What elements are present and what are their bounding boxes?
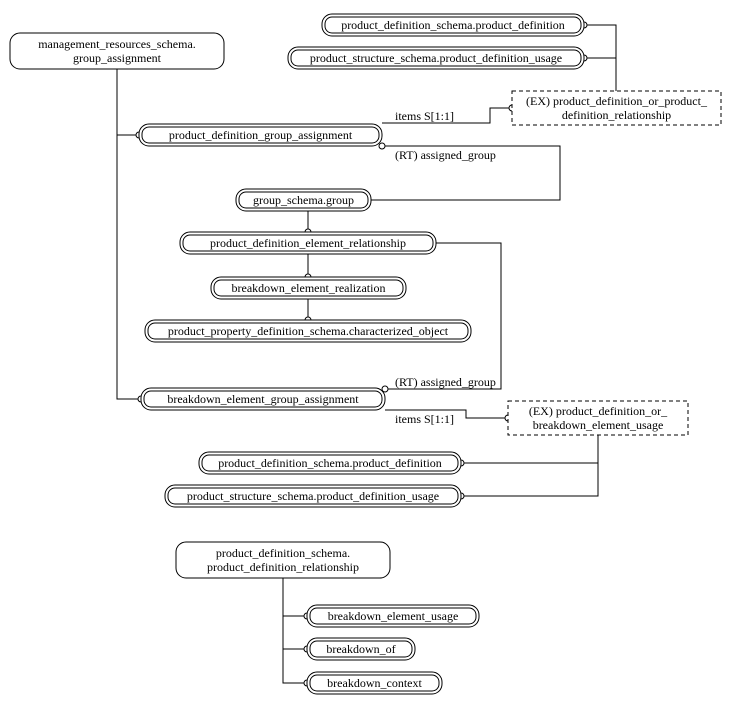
node-label-line: breakdown_element_realization — [232, 281, 386, 295]
edge-label: (RT) assigned_group — [395, 148, 496, 162]
node-label-line: group_schema.group — [253, 193, 354, 207]
node-label-line: breakdown_context — [327, 676, 422, 690]
node-label-line: product_property_definition_schema.chara… — [168, 324, 449, 338]
edge-line — [385, 243, 501, 389]
edge-line — [461, 435, 598, 463]
edge-line — [283, 578, 307, 683]
node-ber: breakdown_element_realization — [211, 277, 406, 299]
node-label-line: breakdown_element_usage — [328, 609, 459, 623]
edge-terminal-circle — [379, 143, 385, 149]
node-label-line: breakdown_element_usage — [533, 418, 664, 432]
edge-line — [117, 69, 141, 399]
node-label-line: product_definition_schema. — [216, 546, 350, 560]
node-label-line: definition_relationship — [562, 108, 671, 122]
node-label-line: (EX) product_definition_or_ — [529, 404, 668, 418]
node-group_schema: group_schema.group — [236, 189, 371, 211]
node-label-line: group_assignment — [73, 51, 162, 65]
node-ppds_co: product_property_definition_schema.chara… — [145, 320, 471, 342]
node-label-line: product_structure_schema.product_definit… — [310, 51, 562, 65]
node-pss_pdu_top: product_structure_schema.product_definit… — [288, 47, 584, 69]
edge-label: (RT) assigned_group — [395, 375, 496, 389]
node-label-line: product_definition_element_relationship — [210, 236, 406, 250]
node-pss_pdu_bot: product_structure_schema.product_definit… — [165, 485, 461, 507]
node-bega: breakdown_element_group_assignment — [141, 388, 385, 410]
edge-line — [117, 69, 139, 135]
edge-line — [461, 435, 598, 496]
node-label-line: product_definition_relationship — [207, 560, 359, 574]
node-label-line: product_definition_schema.product_defini… — [218, 456, 442, 470]
edge-label: items S[1:1] — [395, 412, 454, 426]
edge-line — [283, 578, 307, 616]
node-label-line: management_resources_schema. — [38, 37, 196, 51]
node-pder: product_definition_element_relationship — [180, 232, 436, 254]
node-label-line: product_definition_schema.product_defini… — [341, 18, 565, 32]
node-label-line: breakdown_element_group_assignment — [167, 392, 359, 406]
node-label-line: product_structure_schema.product_definit… — [187, 489, 439, 503]
node-label-line: product_definition_group_assignment — [169, 128, 353, 142]
node-label-line: breakdown_of — [326, 642, 395, 656]
node-ex_pd_or_pdr: (EX) product_definition_or_product_defin… — [512, 91, 721, 125]
edge-label: items S[1:1] — [395, 109, 454, 123]
node-pds_pd_bot: product_definition_schema.product_defini… — [199, 452, 461, 474]
edge-line — [283, 578, 307, 649]
node-label-line: (EX) product_definition_or_product_ — [526, 94, 708, 108]
node-bo: breakdown_of — [307, 638, 415, 660]
edge-line — [584, 58, 616, 91]
node-mgmt_res: management_resources_schema.group_assign… — [10, 33, 224, 69]
node-ex_pd_or_beu: (EX) product_definition_or_breakdown_ele… — [508, 401, 688, 435]
node-pdga: product_definition_group_assignment — [139, 124, 382, 146]
node-pds_pd_top: product_definition_schema.product_defini… — [322, 14, 584, 36]
node-beu: breakdown_element_usage — [307, 605, 479, 627]
node-bc: breakdown_context — [307, 672, 442, 694]
node-pds_pdr: product_definition_schema.product_defini… — [176, 542, 390, 578]
